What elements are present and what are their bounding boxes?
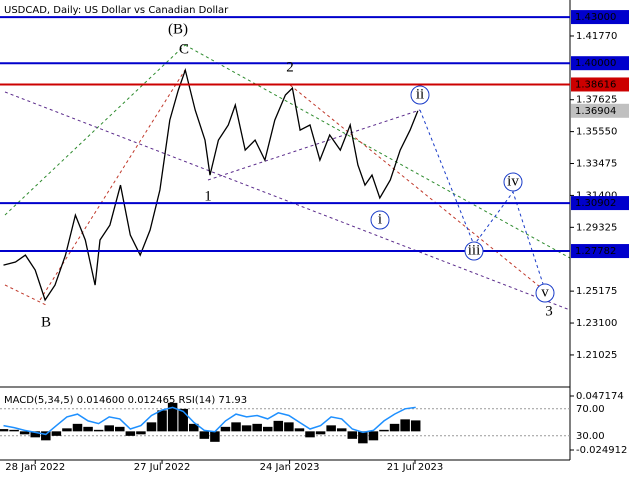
price-line xyxy=(3,67,419,302)
macd-bar xyxy=(262,426,273,432)
macd-bar xyxy=(389,423,400,432)
trend-line xyxy=(4,44,186,216)
macd-bar xyxy=(104,425,114,432)
macd-bar xyxy=(199,431,210,439)
macd-bar xyxy=(51,431,62,436)
macd-bar xyxy=(9,429,19,432)
y-tick-label: 1.35550 xyxy=(576,127,617,138)
macd-bar xyxy=(189,423,199,432)
price-label-box xyxy=(571,10,629,25)
x-tick-label: 27 Jul 2022 xyxy=(134,462,191,473)
y-tick-label: 1.23100 xyxy=(576,318,617,329)
wave-label: B xyxy=(41,314,51,330)
y-tick-label: 1.33475 xyxy=(576,159,617,170)
macd-bar xyxy=(220,426,231,432)
rsi-line xyxy=(3,406,416,436)
price-label: 1.38616 xyxy=(575,79,616,90)
macd-bar xyxy=(358,431,368,444)
wave-circle xyxy=(410,85,430,105)
y-tick-label: 1.31400 xyxy=(576,190,617,201)
wave-label: (B) xyxy=(168,21,188,37)
macd-bar xyxy=(400,419,410,432)
y-tick-label: 1.37625 xyxy=(576,95,617,106)
y-tick-label: 1.41770 xyxy=(576,31,617,42)
wave-circle xyxy=(464,241,484,261)
macd-bar xyxy=(19,431,30,435)
macd-bar xyxy=(305,431,315,438)
macd-bar xyxy=(284,422,294,432)
wave-circle xyxy=(535,283,555,303)
macd-bar xyxy=(326,425,336,432)
macd-bar xyxy=(410,420,421,432)
macd-bar xyxy=(241,425,252,432)
price-label: 1.27782 xyxy=(575,246,616,257)
y-tick-label: 1.21025 xyxy=(576,350,617,361)
y-tick-label: -0.024912 xyxy=(576,445,627,456)
price-label-box xyxy=(571,56,629,71)
macd-bar xyxy=(157,410,167,432)
chart-title: USDCAD, Daily: US Dollar vs Canadian Dol… xyxy=(4,5,229,16)
y-tick-label: 1.25175 xyxy=(576,286,617,297)
macd-bar xyxy=(83,426,93,432)
wave-label: iv xyxy=(507,173,519,189)
price-label: 1.30902 xyxy=(575,198,616,209)
macd-bar xyxy=(368,431,379,441)
wave-label: 3 xyxy=(545,303,553,319)
trend-line xyxy=(207,109,421,181)
macd-bar xyxy=(315,431,326,435)
wave-label: 1 xyxy=(204,188,212,204)
macd-bar xyxy=(30,431,40,438)
trend-line xyxy=(4,91,571,311)
wave-label: C xyxy=(179,41,189,57)
wave-label: iii xyxy=(468,242,481,258)
price-label: 1.43000 xyxy=(575,12,616,23)
macd-bar xyxy=(231,422,241,432)
indicator-label: MACD(5,34,5) 0.014600 0.012465 RSI(14) 7… xyxy=(4,395,247,406)
macd-bar xyxy=(336,428,347,432)
wave-label: i xyxy=(378,211,382,227)
macd-bar xyxy=(210,431,220,442)
macd-bar xyxy=(0,429,9,432)
y-tick-label: 1.29325 xyxy=(576,222,617,233)
price-label-box xyxy=(571,196,629,211)
macd-bar xyxy=(125,431,136,436)
price-label-box xyxy=(571,77,629,92)
x-tick-label: 24 Jan 2023 xyxy=(260,462,320,473)
macd-bar xyxy=(72,423,83,432)
macd-bar xyxy=(115,426,125,432)
y-tick-label: 0.047174 xyxy=(576,391,624,402)
macd-bar xyxy=(273,420,284,432)
macd-bar xyxy=(146,422,157,432)
price-label-box xyxy=(571,103,629,118)
x-tick-label: 28 Jan 2022 xyxy=(5,462,65,473)
macd-bar xyxy=(294,428,305,432)
trend-lines xyxy=(4,44,571,311)
trend-line xyxy=(184,44,571,259)
wave-label: ii xyxy=(416,86,424,102)
wave-label: v xyxy=(541,284,549,300)
macd-bar xyxy=(178,408,188,432)
x-tick-label: 21 Jul 2023 xyxy=(387,462,444,473)
trend-line xyxy=(4,284,47,306)
macd-bar xyxy=(41,431,51,441)
price-label: 1.40000 xyxy=(575,58,616,69)
price-label: 1.36904 xyxy=(575,106,616,117)
forecast-path xyxy=(419,109,546,291)
price-label-box xyxy=(571,244,629,259)
wave-circle xyxy=(370,210,390,230)
wave-circle xyxy=(503,172,523,192)
macd-bar xyxy=(93,429,104,432)
macd-bar xyxy=(62,428,72,432)
macd-bar xyxy=(252,423,262,432)
trend-line xyxy=(289,84,551,296)
y-tick-label: 70.00 xyxy=(576,404,605,415)
macd-bar xyxy=(167,402,178,432)
macd-bar xyxy=(347,431,358,439)
macd-bar xyxy=(136,431,146,435)
wave-label: 2 xyxy=(286,59,294,75)
y-tick-label: 30.00 xyxy=(576,431,605,442)
macd-bar xyxy=(379,429,389,432)
